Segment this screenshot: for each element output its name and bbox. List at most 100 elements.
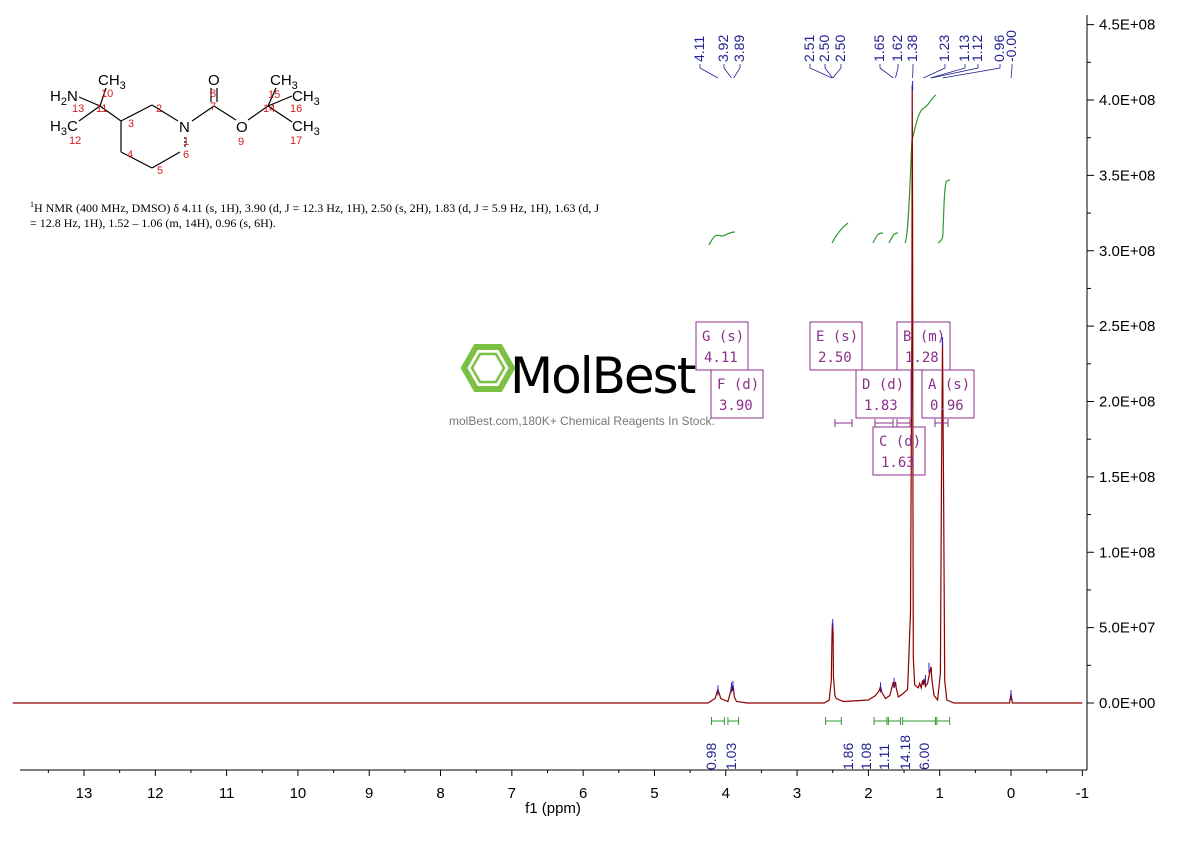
y-tick-label: 2.5E+08 <box>1099 318 1155 335</box>
nmr-description: 1H NMR (400 MHz, DMSO) δ 4.11 (s, 1H), 3… <box>30 200 600 230</box>
peak-label: 3.89 <box>731 35 747 62</box>
atom-label-ch3-10: CH3 <box>98 72 126 92</box>
integral-curve <box>904 94 937 244</box>
molecule-labels: H2N CH3 H3C N O O CH3 CH3 CH3 1 2 3 4 5 … <box>50 72 320 177</box>
x-tick-label: 4 <box>722 785 730 802</box>
x-tick-label: 2 <box>864 785 872 802</box>
atom-number-13: 13 <box>72 103 84 115</box>
y-tick-label: 0.0E+00 <box>1099 695 1155 712</box>
axes-frame <box>20 15 1088 771</box>
multiplet-shift: 0.96 <box>930 398 964 414</box>
x-tick-label: 10 <box>290 785 307 802</box>
multiplet-box <box>855 369 912 419</box>
spectrum-series <box>12 80 1083 704</box>
atom-number-9: 9 <box>238 136 244 148</box>
integral-curve <box>937 179 951 244</box>
integral-value: 1.08 <box>858 743 874 770</box>
y-tick-label: 1.0E+08 <box>1099 544 1155 561</box>
x-tick-label: 5 <box>650 785 658 802</box>
multiplet-shift: 1.28 <box>905 350 939 366</box>
peak-label: 4.11 <box>691 36 707 62</box>
multiplet-label: C (d) <box>879 434 921 450</box>
y-tick-label: 3.0E+08 <box>1099 243 1155 260</box>
multiplet-shift: 1.63 <box>881 455 915 471</box>
multiplet-box <box>809 321 863 371</box>
peak-label-connector <box>931 64 979 79</box>
atom-number-17: 17 <box>290 135 302 147</box>
integral-curve <box>888 232 899 244</box>
multiplet-box <box>710 369 764 419</box>
watermark-brand: MolBest <box>510 347 696 405</box>
atom-number-1: 1 <box>183 136 189 148</box>
peak-label: 0.96 <box>991 35 1007 62</box>
peak-label-connector <box>930 64 966 79</box>
integral-value: 1.86 <box>840 743 856 770</box>
atom-number-12: 12 <box>69 135 81 147</box>
integral-curve <box>872 232 884 244</box>
peak-label-connector <box>723 64 732 79</box>
atom-label-ch3-16: CH3 <box>292 88 320 108</box>
peak-label-connector <box>923 64 946 79</box>
atom-label-o-carbonyl: O <box>208 72 220 89</box>
benzene-logo-icon <box>460 344 516 392</box>
peak-label: 1.65 <box>871 35 887 62</box>
multiplet-label: E (s) <box>816 329 858 345</box>
x-tick-label: 12 <box>147 785 164 802</box>
atom-number-6: 6 <box>183 149 189 161</box>
peak-label: 1.38 <box>904 35 920 62</box>
peak-label-connector <box>824 64 834 79</box>
atom-number-2: 2 <box>156 103 162 115</box>
atom-label-h3c: H3C <box>50 118 78 138</box>
multiplet-shift: 2.50 <box>818 350 852 366</box>
integral-curve <box>831 222 849 244</box>
multiplet-label: G (s) <box>702 329 744 345</box>
integral-value: 1.11 <box>876 744 892 770</box>
peak-label-connector <box>699 64 719 79</box>
peak-label-connector <box>942 64 1001 79</box>
multiplet-label: A (s) <box>928 377 970 393</box>
peak-label: 2.51 <box>801 35 817 62</box>
atom-label-n: N <box>179 119 190 136</box>
multiplet-label: D (d) <box>862 377 904 393</box>
atom-label-o-ester: O <box>236 119 248 136</box>
peak-label-connector <box>879 64 894 79</box>
multiplet-box <box>921 369 975 419</box>
x-tick-label: 13 <box>76 785 93 802</box>
multiplet-box <box>872 426 926 476</box>
integral-value: 0.98 <box>703 743 719 770</box>
x-tick-label: 0 <box>1007 785 1015 802</box>
atom-number-10: 10 <box>101 88 113 100</box>
atom-number-11: 11 <box>96 103 107 115</box>
x-tick-label: -1 <box>1076 785 1089 802</box>
x-axis-label: f1 (ppm) <box>525 800 581 817</box>
molecule-structure <box>78 87 293 169</box>
y-axis-ticks: 0.0E+00 5.0E+07 1.0E+08 1.5E+08 2.0E+08 2.5E+… <box>1087 17 1155 712</box>
atom-number-5: 5 <box>157 165 163 177</box>
peak-label: 2.50 <box>816 35 832 62</box>
atom-number-3: 3 <box>128 118 134 130</box>
multiplet-label: B (m) <box>903 329 945 345</box>
multiplet-shift: 1.83 <box>864 398 898 414</box>
atom-number-8: 8 <box>210 88 216 100</box>
watermark: MolBest molBest.com,180K+ Chemical Reage… <box>449 344 715 428</box>
integral-value: 6.00 <box>916 743 932 770</box>
x-tick-label: 1 <box>936 785 944 802</box>
atom-number-4: 4 <box>127 149 133 161</box>
x-tick-label: 11 <box>219 785 235 802</box>
peak-label: 3.92 <box>715 35 731 62</box>
y-tick-label: 1.5E+08 <box>1099 469 1155 486</box>
integral-value: 14.18 <box>897 735 913 770</box>
peak-label: 2.50 <box>832 35 848 62</box>
peak-label: 1.23 <box>936 35 952 62</box>
peak-label-connector <box>809 64 833 79</box>
peak-label-connector <box>733 64 741 79</box>
x-tick-label: 8 <box>436 785 444 802</box>
multiplet-shift: 3.90 <box>719 398 753 414</box>
multiplet-label: F (d) <box>717 377 759 393</box>
atom-number-15: 15 <box>268 89 280 101</box>
integral-curve <box>708 231 736 246</box>
atom-label-ch3-17: CH3 <box>292 118 320 138</box>
peak-label: 1.13 <box>956 35 972 62</box>
atom-label-h2n: H2N <box>50 88 78 108</box>
